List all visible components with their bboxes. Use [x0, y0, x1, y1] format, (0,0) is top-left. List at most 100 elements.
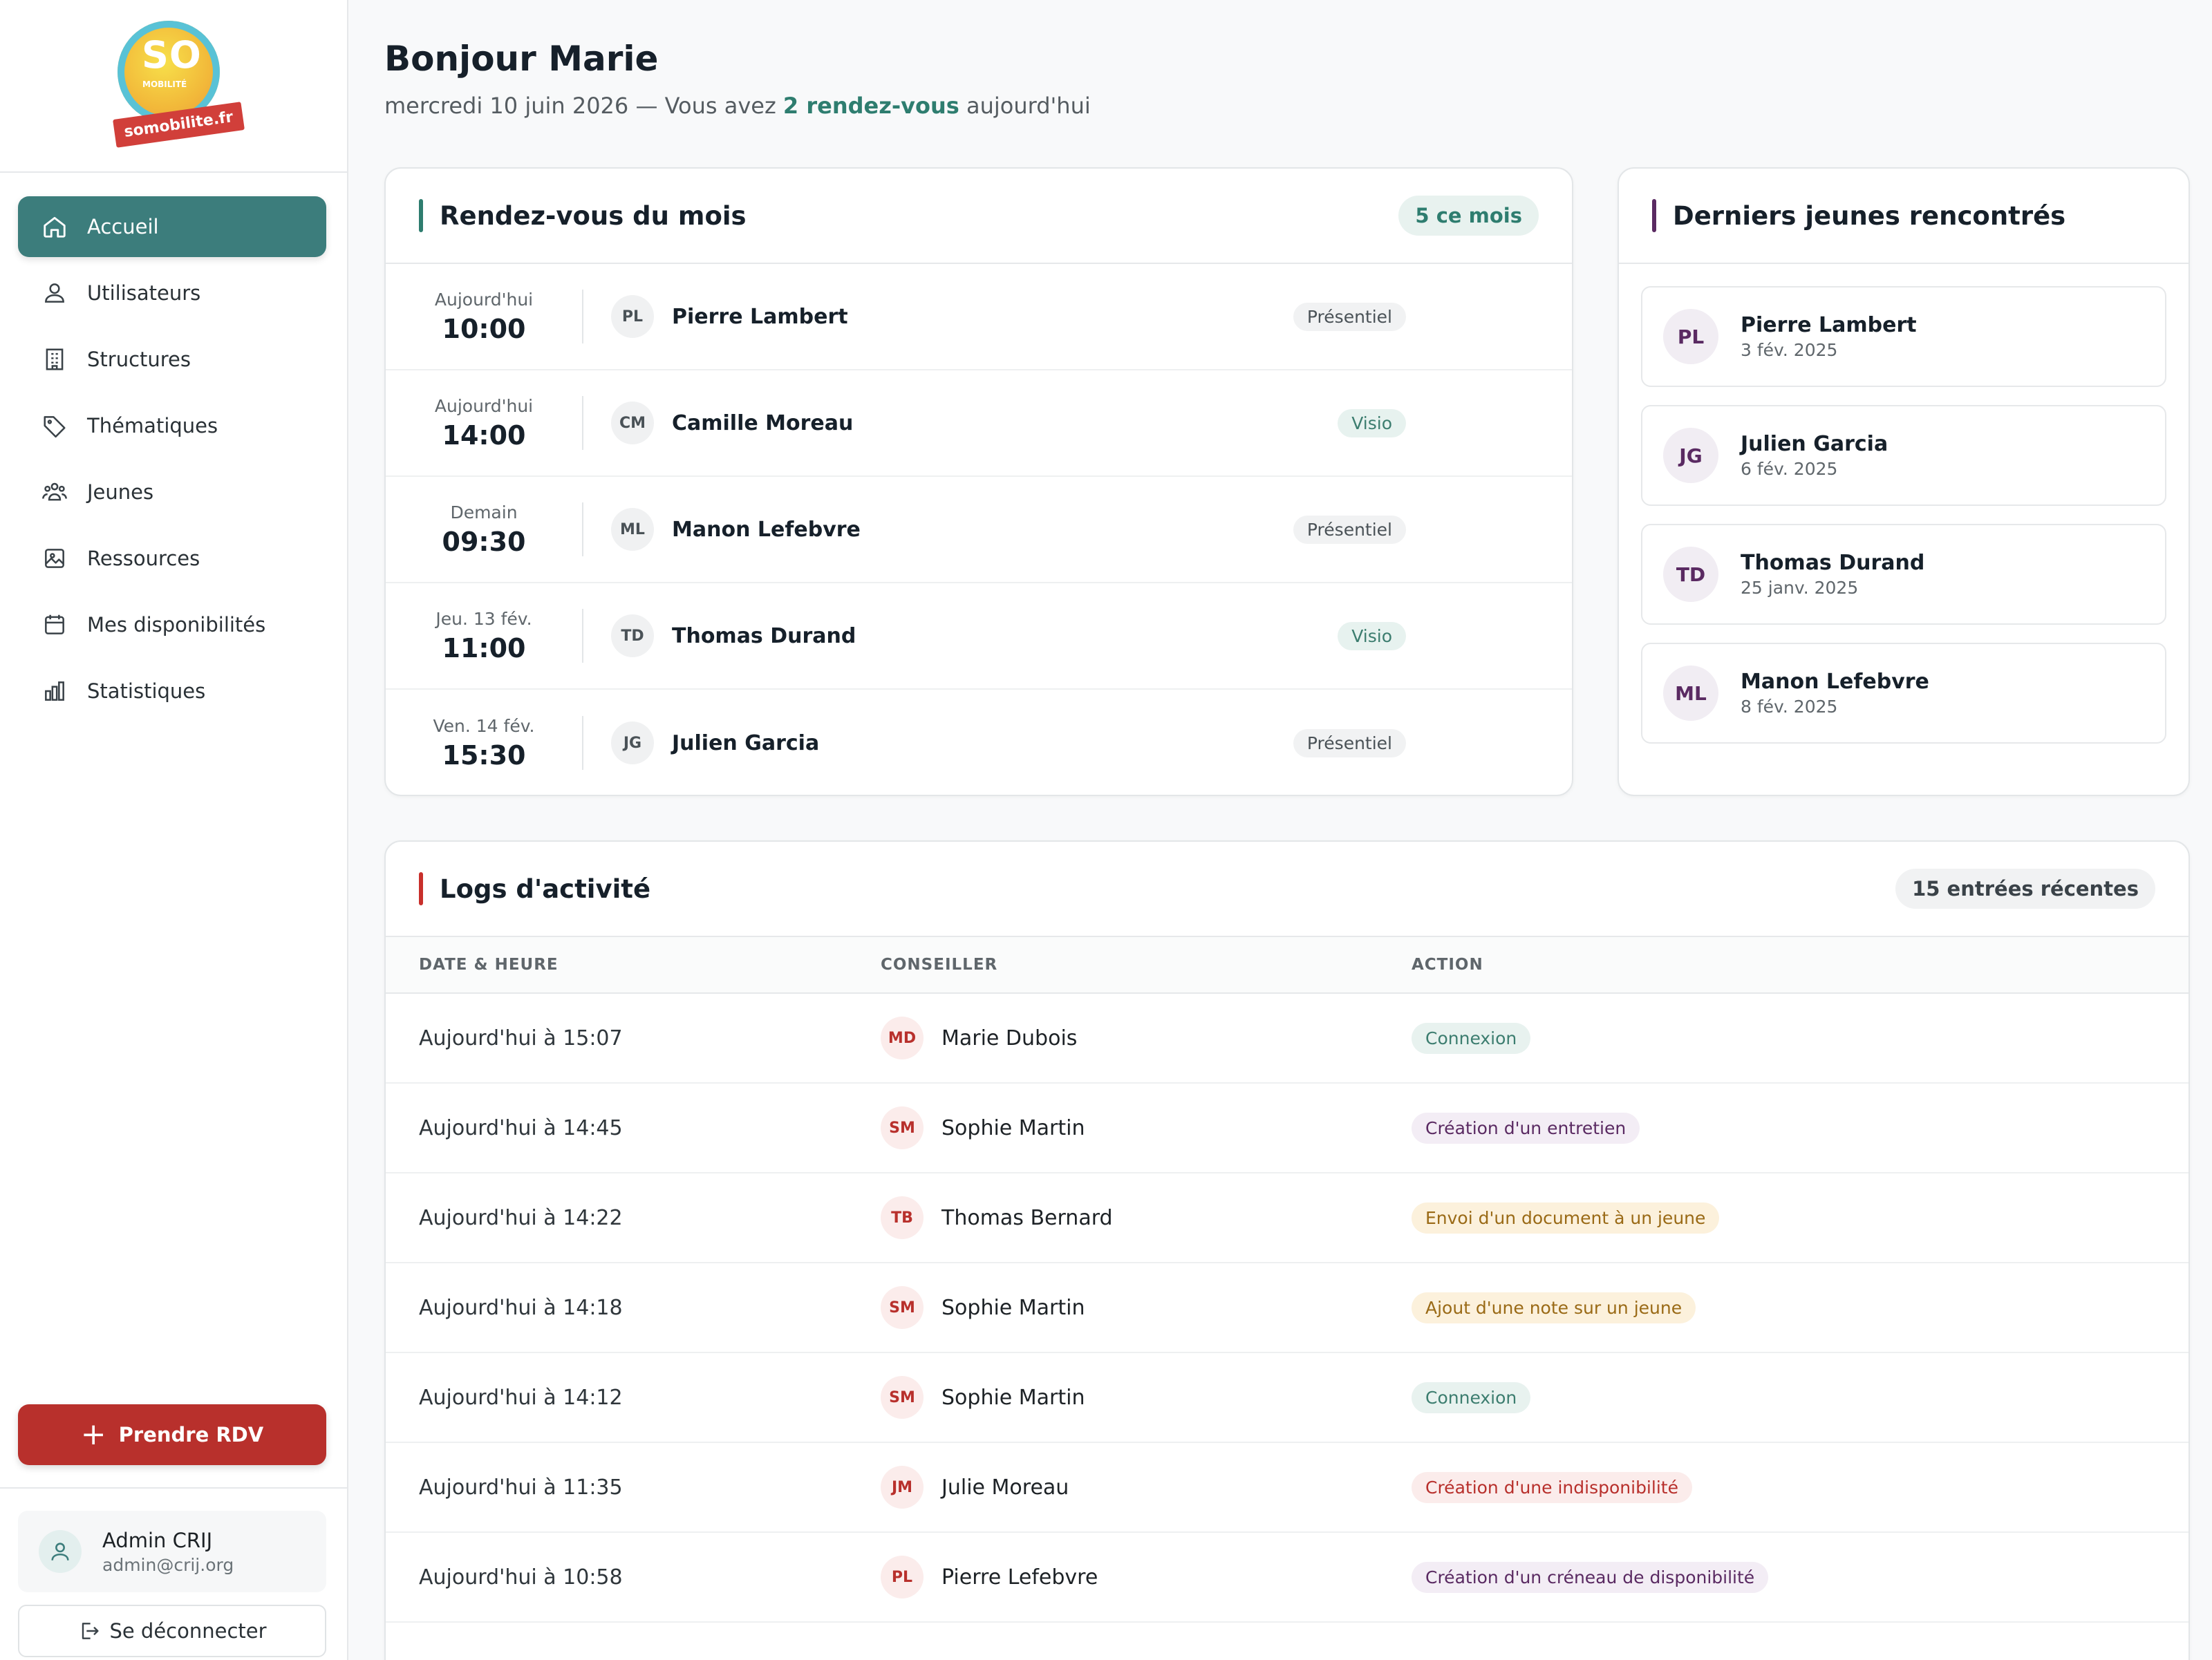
tag-icon [40, 411, 69, 440]
subtitle-suffix: aujourd'hui [959, 93, 1091, 119]
user-profile[interactable]: Admin CRIJ admin@crij.org [18, 1511, 326, 1592]
logo[interactable] [118, 21, 220, 123]
current-date: mercredi 10 juin 2026 — Vous avez [384, 93, 783, 119]
nav-item-disponibilites[interactable]: Mes disponibilités [18, 594, 326, 655]
table-row[interactable]: Aujourd'hui à 14:45 SM Sophie Martin Cré… [386, 1084, 2188, 1173]
nav-label: Thématiques [87, 414, 218, 437]
column-header-date[interactable]: DATE & HEURE [419, 956, 559, 974]
user-name: Admin CRIJ [102, 1528, 213, 1552]
rdv-name: Camille Moreau [672, 411, 854, 435]
jeune-item[interactable]: JG Julien Garcia 6 fév. 2025 [1641, 405, 2166, 506]
nav-item-statistiques[interactable]: Statistiques [18, 661, 326, 721]
home-icon [40, 212, 69, 241]
nav-label: Structures [87, 348, 191, 371]
rdv-card: Rendez-vous du mois 5 ce mois Aujourd'hu… [384, 167, 1573, 796]
rdv-day: Aujourd'hui [434, 289, 534, 310]
nav-item-utilisateurs[interactable]: Utilisateurs [18, 263, 326, 323]
jeune-info: Thomas Durand 25 janv. 2025 [1741, 551, 1924, 598]
rdv-row[interactable]: Aujourd'hui 14:00 CM Camille Moreau Visi… [386, 370, 1572, 477]
nav-item-accueil[interactable]: Accueil [18, 196, 326, 257]
nav-item-thematiques[interactable]: Thématiques [18, 395, 326, 456]
group-icon [40, 478, 69, 507]
action-badge: Création d'un créneau de disponibilité [1412, 1561, 1769, 1593]
logs-table-body: Aujourd'hui à 15:07 MD Marie Dubois Conn… [386, 994, 2188, 1623]
rdv-when: Ven. 14 fév. 15:30 [386, 716, 582, 771]
table-row[interactable]: Aujourd'hui à 15:07 MD Marie Dubois Conn… [386, 994, 2188, 1084]
rdv-row[interactable]: Aujourd'hui 10:00 PL Pierre Lambert Prés… [386, 264, 1572, 370]
action-badge: Connexion [1412, 1381, 1531, 1413]
rdv-count-highlight: 2 rendez-vous [782, 93, 959, 119]
log-conseiller: SM Sophie Martin [881, 1286, 1085, 1329]
nav-label: Ressources [87, 547, 200, 570]
conseiller-name: Pierre Lefebvre [941, 1565, 1098, 1590]
rdv-time: 10:00 [442, 313, 526, 344]
rdv-day: Jeu. 13 fév. [435, 608, 532, 629]
jeune-name: Pierre Lambert [1741, 313, 1917, 337]
rdv-row[interactable]: Ven. 14 fév. 15:30 JG Julien Garcia Prés… [386, 690, 1572, 795]
logout-button[interactable]: Se déconnecter [18, 1605, 326, 1657]
initials-avatar: PL [1663, 309, 1718, 364]
logs-card-header: Logs d'activité 15 entrées récentes [386, 842, 2188, 937]
rdv-when: Aujourd'hui 14:00 [386, 396, 582, 451]
logs-table-header: DATE & HEURE CONSEILLER ACTION [386, 937, 2188, 994]
log-conseiller: PL Pierre Lefebvre [881, 1556, 1098, 1598]
divider [582, 290, 583, 343]
jeune-info: Manon Lefebvre 8 fév. 2025 [1741, 670, 1929, 717]
mode-badge: Présentiel [1293, 728, 1406, 757]
rdv-time: 15:30 [442, 739, 526, 771]
sidebar: SO MOBILITÉ somobilite.fr Accueil Utilis… [0, 0, 348, 1660]
rdv-row[interactable]: Demain 09:30 ML Manon Lefebvre Présentie… [386, 477, 1572, 583]
prendre-rdv-label: Prendre RDV [118, 1423, 264, 1446]
conseiller-name: Julie Moreau [941, 1475, 1069, 1500]
initials-avatar: SM [881, 1376, 924, 1419]
users-icon [40, 279, 69, 308]
column-header-action[interactable]: ACTION [1412, 956, 1483, 974]
sidebar-divider [0, 1487, 348, 1489]
jeune-item[interactable]: ML Manon Lefebvre 8 fév. 2025 [1641, 643, 2166, 744]
prendre-rdv-button[interactable]: + Prendre RDV [18, 1404, 326, 1465]
rdv-name: Manon Lefebvre [672, 517, 861, 542]
logo-area: SO MOBILITÉ somobilite.fr [0, 0, 347, 173]
nav-item-jeunes[interactable]: Jeunes [18, 462, 326, 522]
image-icon [40, 544, 69, 573]
log-date: Aujourd'hui à 14:18 [419, 1295, 623, 1320]
log-date: Aujourd'hui à 14:12 [419, 1385, 623, 1410]
table-row[interactable]: Aujourd'hui à 14:12 SM Sophie Martin Con… [386, 1353, 2188, 1443]
initials-avatar: PL [611, 295, 654, 338]
jeune-date: 8 fév. 2025 [1741, 697, 1838, 717]
column-header-conseiller[interactable]: CONSEILLER [881, 956, 998, 974]
rdv-list: Aujourd'hui 10:00 PL Pierre Lambert Prés… [386, 264, 1572, 795]
jeune-item[interactable]: TD Thomas Durand 25 janv. 2025 [1641, 524, 2166, 625]
log-date: Aujourd'hui à 14:45 [419, 1115, 623, 1140]
initials-avatar: TB [881, 1196, 924, 1239]
rdv-count-badge: 5 ce mois [1398, 196, 1539, 236]
rdv-name: Julien Garcia [672, 730, 820, 755]
rdv-row[interactable]: Jeu. 13 fév. 11:00 TD Thomas Durand Visi… [386, 583, 1572, 690]
nav-item-structures[interactable]: Structures [18, 329, 326, 390]
table-row[interactable]: Aujourd'hui à 11:35 JM Julie Moreau Créa… [386, 1443, 2188, 1533]
jeune-name: Julien Garcia [1741, 432, 1888, 456]
calendar-icon [40, 610, 69, 639]
user-avatar-icon [39, 1530, 82, 1573]
main-nav: Accueil Utilisateurs Structures Thématiq… [18, 196, 326, 727]
initials-avatar: JM [881, 1466, 924, 1509]
table-row[interactable]: Aujourd'hui à 14:18 SM Sophie Martin Ajo… [386, 1263, 2188, 1353]
log-conseiller: SM Sophie Martin [881, 1106, 1085, 1149]
table-row[interactable]: Aujourd'hui à 10:58 PL Pierre Lefebvre C… [386, 1533, 2188, 1623]
nav-label: Statistiques [87, 679, 206, 703]
action-badge: Création d'une indisponibilité [1412, 1471, 1692, 1503]
user-info: Admin CRIJ admin@crij.org [102, 1529, 234, 1575]
conseiller-name: Thomas Bernard [941, 1205, 1113, 1230]
initials-avatar: SM [881, 1286, 924, 1329]
jeune-item[interactable]: PL Pierre Lambert 3 fév. 2025 [1641, 286, 2166, 387]
initials-avatar: TD [611, 614, 654, 657]
divider [582, 609, 583, 663]
table-row[interactable]: Aujourd'hui à 14:22 TB Thomas Bernard En… [386, 1173, 2188, 1263]
log-conseiller: JM Julie Moreau [881, 1466, 1069, 1509]
mode-badge: Présentiel [1293, 302, 1406, 331]
conseiller-name: Sophie Martin [941, 1115, 1085, 1140]
nav-item-ressources[interactable]: Ressources [18, 528, 326, 589]
rdv-time: 11:00 [442, 632, 526, 663]
jeune-info: Pierre Lambert 3 fév. 2025 [1741, 313, 1917, 360]
divider [582, 716, 583, 770]
